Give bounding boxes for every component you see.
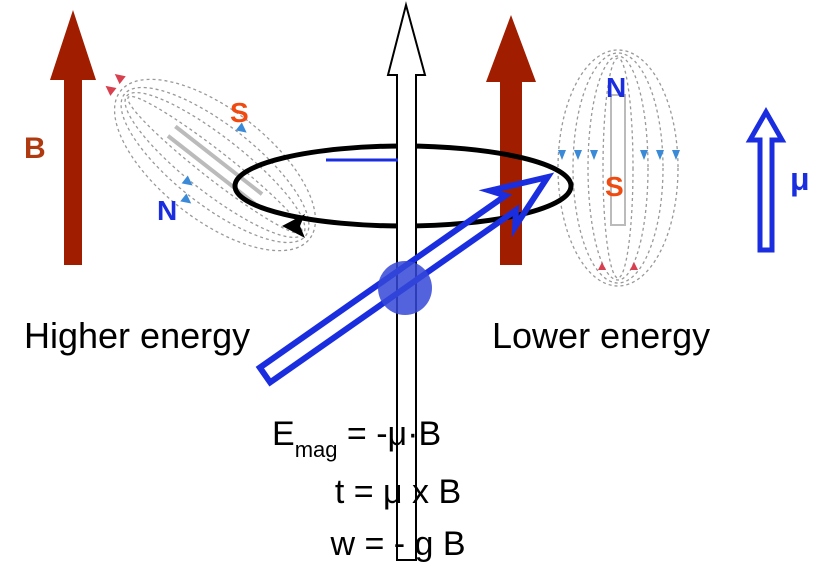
equation: t = μ x B (335, 473, 461, 511)
moment-legend-arrow (745, 106, 787, 253)
equation: Emag = -μ·B (272, 415, 441, 462)
tilted-magnet (105, 74, 317, 252)
moment-label: μ (790, 161, 810, 197)
vertical-magnet (557, 49, 680, 287)
moment-arrow (255, 172, 555, 387)
equation-symbol: E (272, 415, 295, 453)
north-label: N (157, 195, 177, 226)
field-label: B (24, 132, 46, 165)
precession-arrowhead (282, 214, 305, 238)
caption: Lower energy (492, 315, 710, 356)
equation-subscript: mag (295, 437, 338, 462)
field-arrow (50, 10, 96, 265)
caption: Higher energy (24, 315, 250, 356)
north-label: N (606, 72, 626, 103)
equation-rest: = -μ·B (337, 415, 441, 453)
south-label: S (605, 171, 624, 202)
field-arrow (486, 15, 536, 265)
equation: w = - g B (329, 525, 465, 563)
particle (378, 261, 432, 315)
south-label: S (230, 97, 249, 128)
